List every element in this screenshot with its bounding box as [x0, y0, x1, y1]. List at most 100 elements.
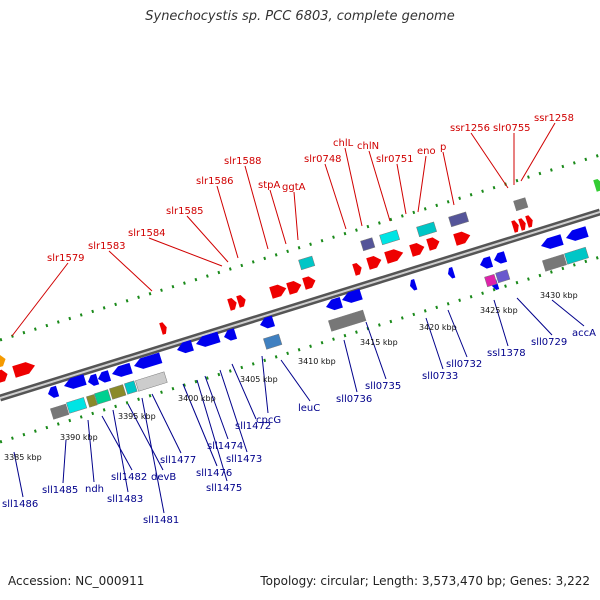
- bottom-gene-label[interactable]: sll1483: [107, 494, 143, 505]
- bottom-gene-label[interactable]: leuC: [298, 403, 320, 414]
- top-gene-label[interactable]: eno: [417, 146, 436, 157]
- top-gene-label[interactable]: slr0755: [493, 123, 531, 134]
- top-gene-arrow[interactable]: [366, 254, 383, 270]
- bottom-gene-box[interactable]: [328, 309, 367, 332]
- top-gene-arrow[interactable]: [352, 262, 363, 276]
- bottom-gene-label[interactable]: accA: [572, 328, 596, 339]
- top-gene-arrow[interactable]: [511, 219, 520, 233]
- bottom-gene-arrow[interactable]: [222, 328, 238, 342]
- bottom-gene-label[interactable]: sll1473: [226, 454, 262, 465]
- bottom-gene-box[interactable]: [66, 397, 88, 414]
- top-gene-box[interactable]: [416, 221, 437, 238]
- top-gene-arrow[interactable]: [384, 247, 405, 264]
- top-gene-box[interactable]: [298, 255, 316, 271]
- bottom-gene-arrow[interactable]: [110, 362, 133, 379]
- bottom-gene-label[interactable]: sll0733: [422, 371, 458, 382]
- bottom-gene-label[interactable]: ssl1378: [487, 348, 526, 359]
- top-gene-arrow[interactable]: [159, 321, 168, 335]
- bottom-gene-label[interactable]: ndh: [85, 484, 104, 495]
- top-gene-arrow[interactable]: [409, 241, 426, 257]
- top-gene-arrow[interactable]: [269, 283, 288, 299]
- bottom-gene-arrow[interactable]: [86, 373, 100, 387]
- bottom-gene-label[interactable]: sll1476: [196, 468, 232, 479]
- top-gene-label[interactable]: slr1588: [224, 156, 262, 167]
- bottom-gene-label[interactable]: sll1475: [206, 483, 242, 494]
- top-leader-line: [396, 163, 407, 215]
- top-gene-label[interactable]: ssr1258: [534, 113, 574, 124]
- bottom-gene-label[interactable]: devB: [151, 472, 176, 483]
- bottom-gene-arrow[interactable]: [132, 352, 163, 371]
- bottom-gene-label[interactable]: sll1485: [42, 485, 78, 496]
- top-gene-label[interactable]: slr1584: [128, 228, 166, 239]
- bottom-gene-arrow[interactable]: [46, 385, 60, 399]
- top-leader-line: [470, 132, 509, 189]
- top-gene-arrow[interactable]: [525, 214, 534, 228]
- top-gene-arrow[interactable]: [286, 279, 303, 295]
- bottom-gene-box[interactable]: [484, 273, 498, 288]
- bottom-gene-label[interactable]: cpcG: [256, 415, 281, 426]
- bottom-gene-label[interactable]: sll1481: [143, 515, 179, 526]
- bottom-gene-box[interactable]: [50, 403, 70, 420]
- top-gene-arrow[interactable]: [302, 275, 317, 290]
- top-leader-line: [244, 165, 269, 250]
- top-gene-arrow[interactable]: [236, 294, 247, 308]
- bottom-gene-box[interactable]: [135, 371, 168, 392]
- bottom-gene-arrow[interactable]: [258, 315, 276, 331]
- top-gene-label[interactable]: ggtA: [282, 182, 306, 193]
- bottom-gene-box[interactable]: [86, 394, 98, 408]
- bottom-gene-label[interactable]: sll1482: [111, 472, 147, 483]
- bottom-gene-label[interactable]: sll1474: [207, 441, 243, 452]
- top-gene-arrow[interactable]: [426, 236, 441, 251]
- top-gene-arrow[interactable]: [12, 360, 37, 378]
- top-gene-arrow-green[interactable]: [593, 178, 600, 192]
- bottom-gene-label[interactable]: sll0732: [446, 359, 482, 370]
- bottom-gene-arrow[interactable]: [446, 266, 456, 279]
- bottom-gene-arrow[interactable]: [408, 278, 418, 291]
- map-title: Synechocystis sp. PCC 6803, complete gen…: [145, 9, 455, 24]
- top-gene-arrow[interactable]: [0, 368, 9, 383]
- bottom-gene-arrow[interactable]: [492, 251, 508, 265]
- bottom-gene-arrow[interactable]: [478, 256, 494, 270]
- bottom-leader-line: [343, 339, 358, 393]
- bottom-gene-label[interactable]: sll0729: [531, 337, 567, 348]
- bottom-gene-arrow[interactable]: [96, 370, 112, 384]
- top-gene-label[interactable]: slr1583: [88, 241, 126, 252]
- top-gene-arrow[interactable]: [518, 217, 527, 231]
- bottom-gene-box[interactable]: [124, 380, 138, 395]
- top-gene-box[interactable]: [360, 237, 376, 252]
- top-gene-box[interactable]: [379, 229, 400, 246]
- bottom-gene-box[interactable]: [109, 384, 127, 400]
- top-gene-label[interactable]: p: [440, 142, 446, 153]
- top-gene-label[interactable]: stpA: [258, 180, 280, 191]
- bottom-gene-arrow[interactable]: [62, 374, 87, 391]
- top-gene-label[interactable]: slr1585: [166, 206, 204, 217]
- bottom-gene-box[interactable]: [94, 389, 112, 405]
- bottom-gene-label[interactable]: sll1486: [2, 499, 38, 510]
- bottom-gene-box[interactable]: [542, 253, 567, 272]
- top-gene-label[interactable]: slr1579: [47, 253, 85, 264]
- top-gene-box[interactable]: [448, 211, 469, 228]
- bottom-gene-arrow[interactable]: [324, 297, 343, 312]
- bottom-gene-label[interactable]: sll1472: [235, 421, 271, 432]
- top-gene-label[interactable]: chlN: [357, 141, 379, 152]
- top-gene-label[interactable]: chlL: [333, 138, 354, 149]
- bottom-gene-box[interactable]: [564, 246, 589, 265]
- top-gene-label[interactable]: ssr1256: [450, 123, 490, 134]
- bottom-gene-box[interactable]: [495, 269, 511, 284]
- top-gene-label[interactable]: slr0751: [376, 154, 414, 165]
- bottom-gene-arrow[interactable]: [539, 234, 564, 251]
- bottom-gene-box[interactable]: [263, 333, 283, 350]
- bottom-gene-label[interactable]: sll0736: [336, 394, 372, 405]
- bottom-gene-arrow[interactable]: [194, 331, 221, 350]
- top-gene-label[interactable]: slr1586: [196, 176, 234, 187]
- bottom-gene-label[interactable]: sll1477: [160, 455, 196, 466]
- bottom-gene-arrow[interactable]: [175, 340, 194, 355]
- top-gene-arrow-orange[interactable]: [0, 353, 7, 368]
- bottom-gene-arrow[interactable]: [340, 288, 363, 305]
- top-gene-box[interactable]: [513, 197, 529, 212]
- bottom-gene-arrow[interactable]: [564, 226, 589, 243]
- top-gene-arrow[interactable]: [227, 297, 238, 311]
- bottom-gene-label[interactable]: sll0735: [365, 381, 401, 392]
- top-gene-label[interactable]: slr0748: [304, 154, 342, 165]
- top-gene-arrow[interactable]: [453, 230, 472, 246]
